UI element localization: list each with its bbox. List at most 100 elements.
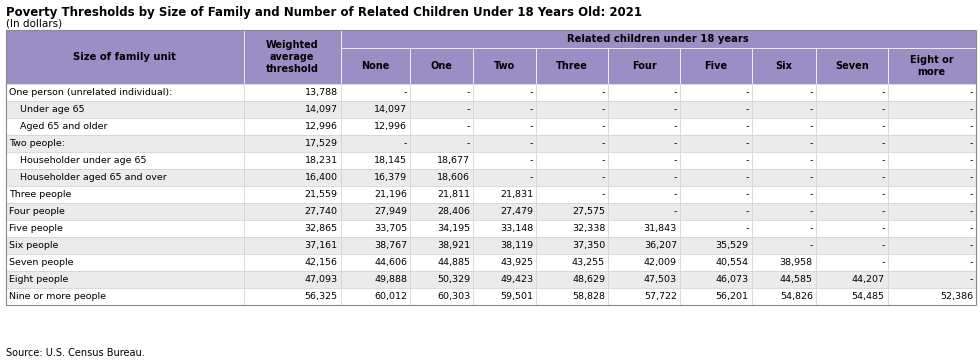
- Bar: [6, 203, 243, 220]
- Text: 40,554: 40,554: [715, 258, 749, 267]
- Text: 49,888: 49,888: [374, 275, 408, 284]
- Text: -: -: [969, 173, 973, 182]
- Text: -: -: [602, 139, 605, 148]
- Bar: [680, 152, 752, 169]
- Bar: [536, 135, 609, 152]
- Bar: [815, 288, 888, 305]
- Bar: [411, 288, 473, 305]
- Bar: [680, 237, 752, 254]
- Bar: [6, 169, 243, 186]
- Text: Three: Three: [557, 61, 588, 71]
- Bar: [680, 48, 752, 84]
- Text: Householder under age 65: Householder under age 65: [14, 156, 146, 165]
- Text: -: -: [466, 139, 470, 148]
- Text: Two: Two: [494, 61, 515, 71]
- Text: 33,705: 33,705: [374, 224, 408, 233]
- Text: -: -: [602, 105, 605, 114]
- Text: Size of family unit: Size of family unit: [74, 52, 176, 62]
- Text: 47,093: 47,093: [305, 275, 338, 284]
- Text: 48,629: 48,629: [572, 275, 605, 284]
- Text: -: -: [969, 88, 973, 97]
- Text: Six: Six: [775, 61, 792, 71]
- Bar: [752, 288, 815, 305]
- Text: -: -: [673, 173, 677, 182]
- Text: 27,740: 27,740: [305, 207, 338, 216]
- Bar: [888, 254, 976, 271]
- Bar: [243, 135, 341, 152]
- Text: Two people:: Two people:: [9, 139, 65, 148]
- Bar: [609, 254, 680, 271]
- Text: -: -: [466, 88, 470, 97]
- Bar: [341, 101, 411, 118]
- Text: -: -: [602, 156, 605, 165]
- Bar: [243, 203, 341, 220]
- Text: Six people: Six people: [9, 241, 59, 250]
- Bar: [341, 271, 411, 288]
- Bar: [341, 288, 411, 305]
- Text: 28,406: 28,406: [437, 207, 470, 216]
- Text: 27,575: 27,575: [572, 207, 605, 216]
- Bar: [411, 152, 473, 169]
- Bar: [473, 169, 536, 186]
- Bar: [815, 48, 888, 84]
- Bar: [473, 203, 536, 220]
- Bar: [680, 271, 752, 288]
- Bar: [341, 169, 411, 186]
- Bar: [680, 186, 752, 203]
- Bar: [341, 135, 411, 152]
- Bar: [680, 254, 752, 271]
- Text: -: -: [881, 105, 885, 114]
- Text: -: -: [881, 139, 885, 148]
- Bar: [815, 118, 888, 135]
- Text: 18,231: 18,231: [305, 156, 338, 165]
- Text: 38,958: 38,958: [780, 258, 812, 267]
- Text: -: -: [881, 122, 885, 131]
- Bar: [473, 101, 536, 118]
- Bar: [6, 288, 243, 305]
- Bar: [411, 84, 473, 101]
- Text: 32,338: 32,338: [571, 224, 605, 233]
- Text: One: One: [431, 61, 453, 71]
- Bar: [752, 169, 815, 186]
- Text: -: -: [530, 88, 533, 97]
- Text: 44,885: 44,885: [437, 258, 470, 267]
- Bar: [815, 203, 888, 220]
- Bar: [473, 271, 536, 288]
- Text: -: -: [746, 156, 749, 165]
- Text: -: -: [809, 173, 812, 182]
- Text: 49,423: 49,423: [500, 275, 533, 284]
- Text: -: -: [404, 139, 408, 148]
- Text: One person (unrelated individual):: One person (unrelated individual):: [9, 88, 172, 97]
- Text: -: -: [969, 241, 973, 250]
- Text: -: -: [530, 105, 533, 114]
- Text: 12,996: 12,996: [305, 122, 338, 131]
- Bar: [473, 118, 536, 135]
- Text: 42,009: 42,009: [644, 258, 677, 267]
- Bar: [411, 48, 473, 84]
- Bar: [680, 84, 752, 101]
- Bar: [609, 48, 680, 84]
- Bar: [411, 118, 473, 135]
- Text: -: -: [809, 88, 812, 97]
- Bar: [680, 203, 752, 220]
- Bar: [243, 288, 341, 305]
- Bar: [815, 237, 888, 254]
- Text: -: -: [673, 88, 677, 97]
- Bar: [888, 203, 976, 220]
- Bar: [6, 186, 243, 203]
- Text: -: -: [673, 105, 677, 114]
- Text: Aged 65 and older: Aged 65 and older: [14, 122, 108, 131]
- Bar: [609, 169, 680, 186]
- Text: -: -: [673, 190, 677, 199]
- Text: -: -: [881, 241, 885, 250]
- Text: 13,788: 13,788: [305, 88, 338, 97]
- Text: Under age 65: Under age 65: [14, 105, 84, 114]
- Bar: [609, 135, 680, 152]
- Text: 37,161: 37,161: [305, 241, 338, 250]
- Bar: [888, 84, 976, 101]
- Bar: [888, 288, 976, 305]
- Text: 18,606: 18,606: [437, 173, 470, 182]
- Text: 50,329: 50,329: [437, 275, 470, 284]
- Bar: [609, 271, 680, 288]
- Bar: [243, 30, 341, 84]
